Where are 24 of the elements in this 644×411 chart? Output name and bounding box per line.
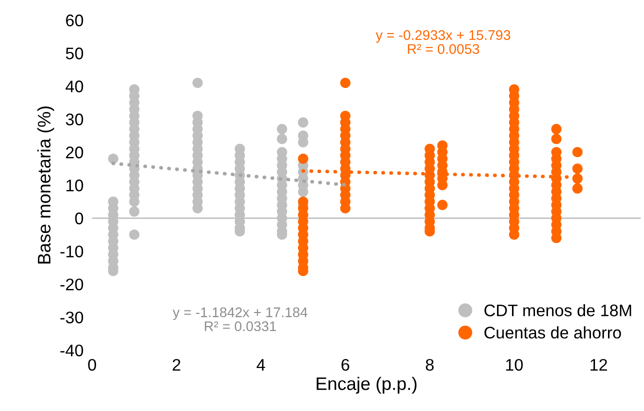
- x-tick-label: 2: [172, 358, 180, 371]
- y-tick-label: -20: [60, 278, 84, 290]
- x-tick-label: 8: [426, 358, 434, 371]
- x-tick-label: 10: [506, 358, 523, 371]
- y-tick-label: 0: [75, 212, 84, 224]
- y-tick-label: -30: [60, 312, 84, 324]
- y-tick-label: 40: [66, 80, 84, 92]
- x-tick-label: 6: [342, 358, 350, 371]
- y-tick-label: 30: [66, 114, 84, 126]
- y-tick-label: 60: [66, 14, 84, 26]
- y-tick-label: -10: [60, 246, 84, 258]
- x-tick-label: 12: [590, 358, 608, 371]
- annotation: y = -0.2933x + 15.793 R² = 0.0053: [376, 30, 510, 54]
- x-tick-label: 4: [256, 359, 266, 371]
- y-tick-label: -40: [60, 344, 84, 356]
- y-tick-label: 50: [66, 48, 84, 60]
- x-tick-label: 0: [88, 358, 96, 371]
- annotation: y = -1.1842x + 17.184 R² = 0.0331: [172, 307, 308, 332]
- legend-label: CDT menos de 18M: [484, 304, 632, 316]
- x-axis-title: Encaje (p.p.): [316, 376, 416, 394]
- y-tick-label: 10: [66, 180, 84, 192]
- y-tick-label: 20: [66, 146, 84, 158]
- legend-label: Cuentas de ahorro: [484, 326, 621, 339]
- y-axis-title: Base monetaria (%): [37, 106, 54, 264]
